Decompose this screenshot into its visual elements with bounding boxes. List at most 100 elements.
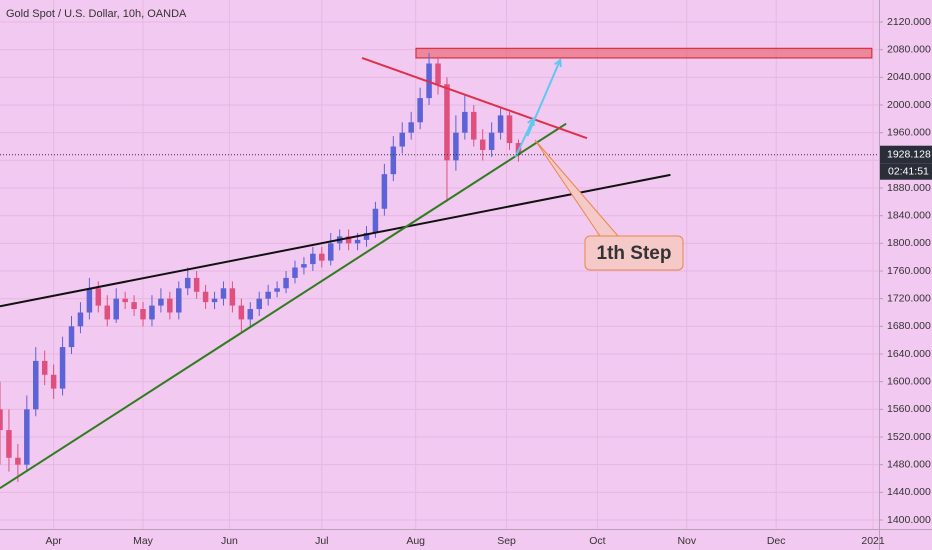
candle-body [345, 236, 352, 244]
projection-arrow [526, 59, 562, 137]
x-tick-label: Nov [677, 535, 696, 547]
countdown-label: 02:41:51 [888, 165, 929, 177]
candle-body [122, 298, 128, 303]
candle-body [301, 264, 307, 268]
candle-body [506, 115, 513, 144]
y-tick-label: 1800.000 [887, 237, 931, 249]
candle-body [363, 232, 370, 240]
candle-body [59, 347, 66, 389]
y-tick-label: 2000.000 [887, 99, 931, 111]
candle-body [184, 277, 191, 289]
y-tick-label: 1600.000 [887, 375, 931, 387]
x-tick-label: Sep [497, 535, 516, 547]
callout-text: 1th Step [597, 243, 672, 264]
candle-body [319, 253, 325, 261]
candle-body [462, 111, 468, 133]
candle-body [265, 291, 271, 299]
candle-body [229, 288, 236, 306]
candle-body [390, 146, 397, 175]
candle-body [444, 84, 450, 161]
countdown-box [880, 163, 932, 180]
callout: 1th Step [534, 139, 684, 271]
candle-body [167, 298, 173, 313]
candle-body [283, 277, 289, 289]
candle-body [50, 374, 57, 389]
x-tick-label: Apr [45, 535, 62, 547]
candle-body [15, 457, 21, 465]
y-tick-label: 1560.000 [887, 403, 931, 415]
candle-body [33, 360, 39, 410]
y-tick-label: 2040.000 [887, 71, 931, 83]
candle-body [426, 63, 432, 99]
candle-body [274, 288, 280, 292]
candle-body [327, 243, 334, 261]
candle-body [95, 288, 102, 306]
candle-body [497, 115, 504, 133]
y-tick-label: 1760.000 [887, 265, 931, 277]
candle-body [86, 288, 93, 313]
candle-body [292, 267, 298, 278]
candle-body [408, 122, 414, 133]
trendline [0, 173, 671, 308]
x-tick-label: 2021 [861, 535, 885, 547]
candle-body [417, 98, 423, 123]
candle-body [471, 111, 477, 140]
x-tick-label: Aug [406, 535, 425, 547]
trendline [361, 57, 588, 140]
candle-body [220, 288, 227, 299]
candle-body [488, 132, 495, 150]
last-price-box [880, 145, 932, 164]
candle-body [24, 409, 30, 465]
candle-body [68, 326, 75, 348]
candle-body [77, 312, 84, 327]
candle-body [193, 277, 200, 292]
y-tick-label: 1400.000 [887, 514, 931, 526]
y-tick-label: 1440.000 [887, 486, 931, 498]
last-price-label: 1928.128 [887, 148, 931, 160]
candle-body [176, 288, 182, 313]
candle-body [202, 291, 209, 303]
callout-box [584, 235, 684, 271]
x-tick-label: Jul [315, 535, 328, 547]
candle-body [113, 298, 119, 320]
candle-body [479, 139, 486, 150]
projection-arrow [514, 118, 535, 158]
y-tick-label: 1840.000 [887, 209, 931, 221]
candle-body [131, 302, 137, 310]
x-tick-label: Jun [221, 535, 238, 547]
x-tick-label: May [133, 535, 154, 547]
candle-body [0, 409, 3, 431]
candle-body [256, 298, 262, 310]
y-tick-label: 1480.000 [887, 458, 931, 470]
y-tick-label: 1520.000 [887, 431, 931, 443]
y-tick-label: 1880.000 [887, 182, 931, 194]
candle-body [381, 174, 388, 209]
candle-body [453, 132, 459, 161]
trendline [0, 122, 567, 490]
y-tick-label: 1640.000 [887, 348, 931, 360]
candle-body [6, 430, 12, 458]
candle-body [372, 208, 379, 233]
y-tick-label: 1960.000 [887, 126, 931, 138]
y-tick-label: 1680.000 [887, 320, 931, 332]
y-tick-label: 2080.000 [887, 43, 931, 55]
arrow-head [554, 58, 562, 68]
candle-body [158, 298, 164, 306]
candle-body [238, 305, 245, 320]
candle-body [140, 309, 146, 320]
candle-body [354, 239, 361, 244]
candle-body [310, 253, 316, 265]
candle-body [399, 132, 406, 147]
candle-body [435, 63, 441, 85]
y-tick-label: 2120.000 [887, 16, 931, 28]
resistance-zone [415, 47, 873, 59]
candle-body [211, 298, 218, 303]
candle-body [149, 305, 155, 320]
candle-body [247, 309, 254, 320]
x-tick-label: Dec [767, 535, 786, 547]
candle-body [104, 305, 111, 320]
chart-title: Gold Spot / U.S. Dollar, 10h, OANDA [6, 8, 187, 20]
candle-body [41, 360, 48, 375]
